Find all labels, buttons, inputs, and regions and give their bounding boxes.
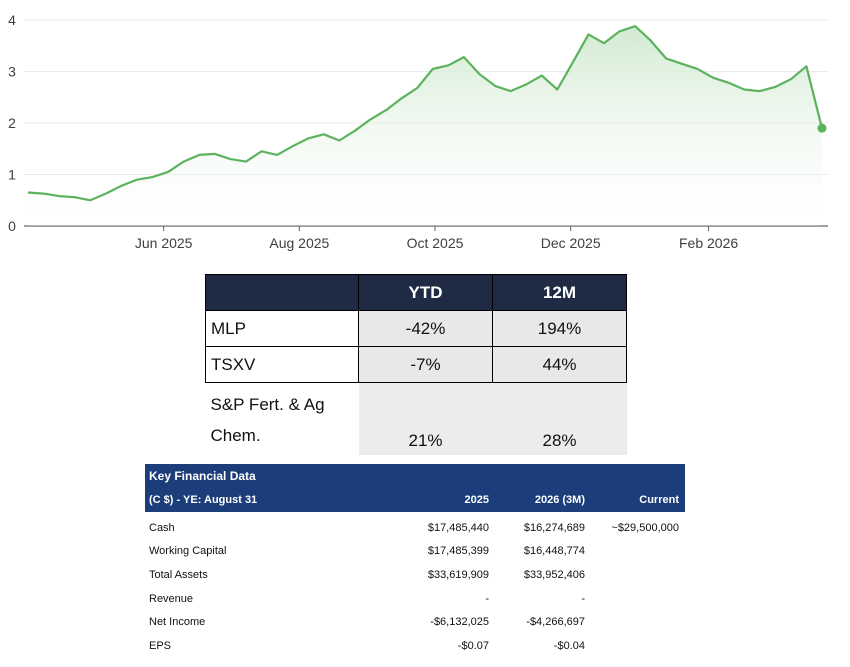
price-chart-svg: 0 1 2 3 4 Jun 2025 Aug 2025 Oct 2025 Dec 2025 Fe…	[8, 12, 828, 251]
financial-2026: -	[581, 592, 585, 605]
financial-label: Working Capital	[149, 545, 227, 558]
financial-2025: -$0.07	[457, 639, 489, 652]
financial-2026: -$4,266,697	[526, 616, 585, 629]
row-ytd: 21%	[358, 382, 493, 455]
header-12m: 12M	[492, 274, 627, 311]
y-tick-label: 2	[8, 115, 16, 131]
price-series-line	[27, 25, 824, 202]
row-name: MLP	[205, 310, 359, 347]
key-financial-header: Key Financial Data (C $) - YE: August 31…	[145, 464, 685, 512]
fiscal-year-note: (C $) - YE: August 31	[149, 494, 258, 506]
x-axis-ticks: Jun 2025 Aug 2025 Oct 2025 Dec 2025 Feb 2026	[135, 226, 738, 251]
financial-label: Total Assets	[149, 568, 208, 581]
financial-2026: $16,448,774	[523, 545, 585, 558]
key-financial-title: Key Financial Data	[149, 469, 256, 483]
performance-table: YTD 12M MLP -42% 194% TSXV -7% 44% S&P F…	[205, 274, 627, 455]
row-ytd: -7%	[358, 346, 493, 383]
y-axis-ticks: 0 1 2 3 4	[8, 12, 16, 234]
key-financial-subheader: (C $) - YE: August 31 2025 2026 (3M) Cur…	[145, 488, 685, 512]
row-name: TSXV	[205, 346, 359, 383]
x-tick-label: Feb 2026	[679, 235, 738, 251]
financial-label: Cash	[149, 521, 175, 534]
key-financial-data: Key Financial Data (C $) - YE: August 31…	[145, 464, 685, 658]
price-chart: 0 1 2 3 4 Jun 2025 Aug 2025 Oct 2025 Dec 2025 Fe…	[0, 0, 850, 262]
last-price-point	[817, 123, 827, 133]
x-tick-label: Aug 2025	[269, 235, 329, 251]
y-tick-label: 4	[8, 12, 16, 28]
financial-2026: $33,952,406	[523, 568, 585, 581]
performance-row: MLP -42% 194%	[205, 310, 627, 347]
financial-2025: -	[485, 592, 489, 605]
financial-2026: -$0.04	[553, 639, 585, 652]
x-tick-label: Jun 2025	[135, 235, 193, 251]
row-name: S&P Fert. & Ag Chem.	[205, 382, 359, 455]
x-tick-label: Oct 2025	[407, 235, 464, 251]
x-tick-label: Dec 2025	[541, 235, 601, 251]
financial-row: Total Assets $33,619,909 $33,952,406	[145, 563, 685, 587]
header-ytd: YTD	[358, 274, 493, 311]
financial-row: EPS -$0.07 -$0.04	[145, 634, 685, 658]
row-12m: 194%	[492, 310, 627, 347]
financial-2025: $17,485,399	[427, 545, 489, 558]
row-12m: 28%	[492, 382, 627, 455]
financial-row: Working Capital $17,485,399 $16,448,774	[145, 540, 685, 564]
financial-current: ~$29,500,000	[611, 521, 679, 534]
financial-row: Net Income -$6,132,025 -$4,266,697	[145, 610, 685, 634]
price-line	[27, 25, 827, 202]
financial-2025: $17,485,440	[427, 521, 489, 534]
key-financial-rows: Cash $17,485,440 $16,274,689 ~$29,500,00…	[145, 516, 685, 658]
price-area-fill	[28, 26, 822, 227]
row-12m: 44%	[492, 346, 627, 383]
financial-label: Net Income	[149, 616, 206, 629]
performance-header-row: YTD 12M	[205, 274, 627, 311]
row-ytd: -42%	[358, 310, 493, 347]
y-tick-label: 0	[8, 218, 16, 234]
header-corner	[205, 274, 359, 311]
price-area	[28, 26, 822, 227]
financial-2025: $33,619,909	[427, 568, 489, 581]
financial-label: Revenue	[149, 592, 194, 605]
column-2026: 2026 (3M)	[534, 494, 585, 506]
performance-row: S&P Fert. & Ag Chem. 21% 28%	[205, 382, 627, 455]
financial-row: Cash $17,485,440 $16,274,689 ~$29,500,00…	[145, 516, 685, 540]
financial-row: Revenue - -	[145, 587, 685, 611]
financial-2026: $16,274,689	[523, 521, 585, 534]
column-current: Current	[639, 494, 679, 506]
y-tick-label: 1	[8, 167, 16, 183]
financial-2025: -$6,132,025	[430, 616, 489, 629]
y-tick-label: 3	[8, 64, 16, 80]
column-2025: 2025	[464, 494, 489, 506]
performance-row: TSXV -7% 44%	[205, 346, 627, 383]
financial-label: EPS	[149, 639, 172, 652]
